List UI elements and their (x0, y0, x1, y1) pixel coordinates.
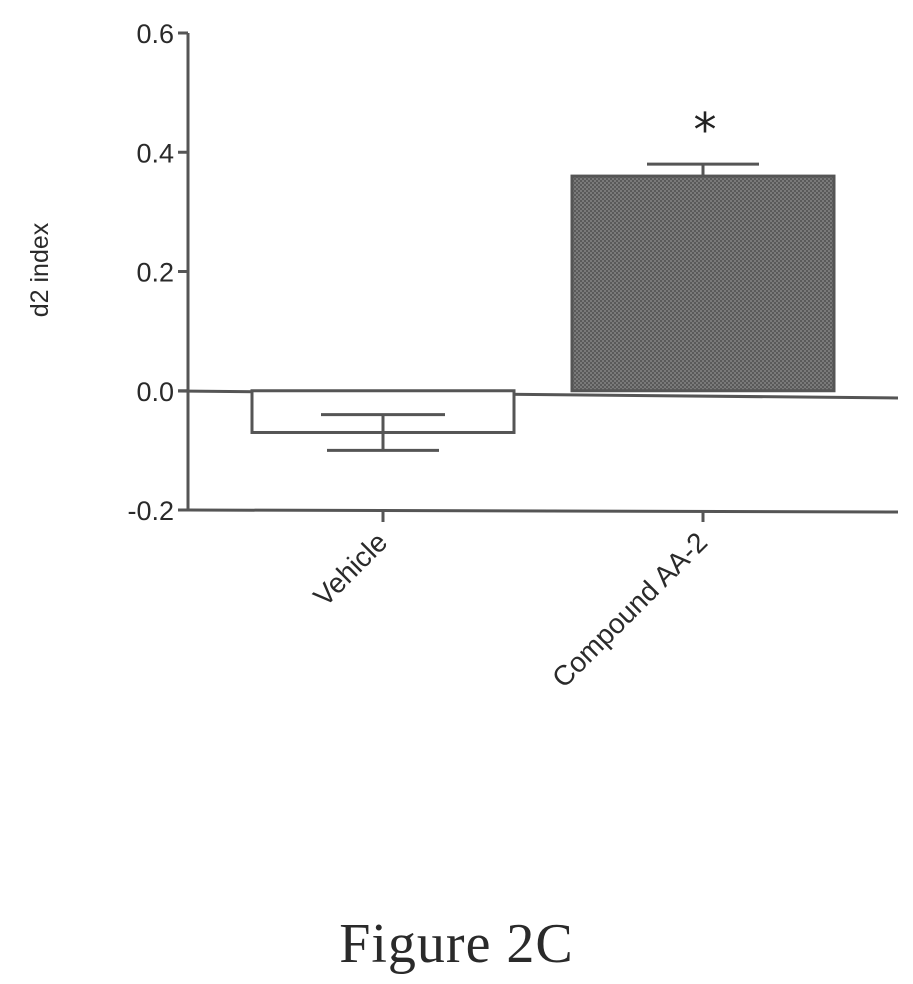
error-bars (321, 162, 759, 452)
y-tick-label: 0.2 (136, 258, 174, 288)
y-tick-label: -0.2 (127, 496, 174, 526)
y-axis-title: d2 index (26, 222, 54, 317)
significance-marks: * (694, 103, 717, 157)
bar-compound-aa-2 (570, 174, 836, 393)
x-category-label: Vehicle (307, 526, 393, 612)
y-tick-label: 0.6 (136, 19, 174, 49)
bar-chart: -0.20.00.20.40.6 Vehicle Compound AA-2 * … (26, 19, 899, 694)
significance-asterisk: * (694, 103, 717, 157)
x-ticks (381, 510, 705, 522)
y-tick-label: 0.4 (136, 138, 174, 168)
figure-caption: Figure 2C (339, 913, 574, 975)
y-ticks: -0.2 0.0 0.2 0.4 0.6 (127, 19, 188, 526)
x-axis-line (187, 508, 899, 514)
x-category-label: Compound AA-2 (546, 526, 713, 693)
category-labels: Vehicle Compound AA-2 (307, 526, 713, 693)
y-tick-label: 0.0 (136, 377, 174, 407)
